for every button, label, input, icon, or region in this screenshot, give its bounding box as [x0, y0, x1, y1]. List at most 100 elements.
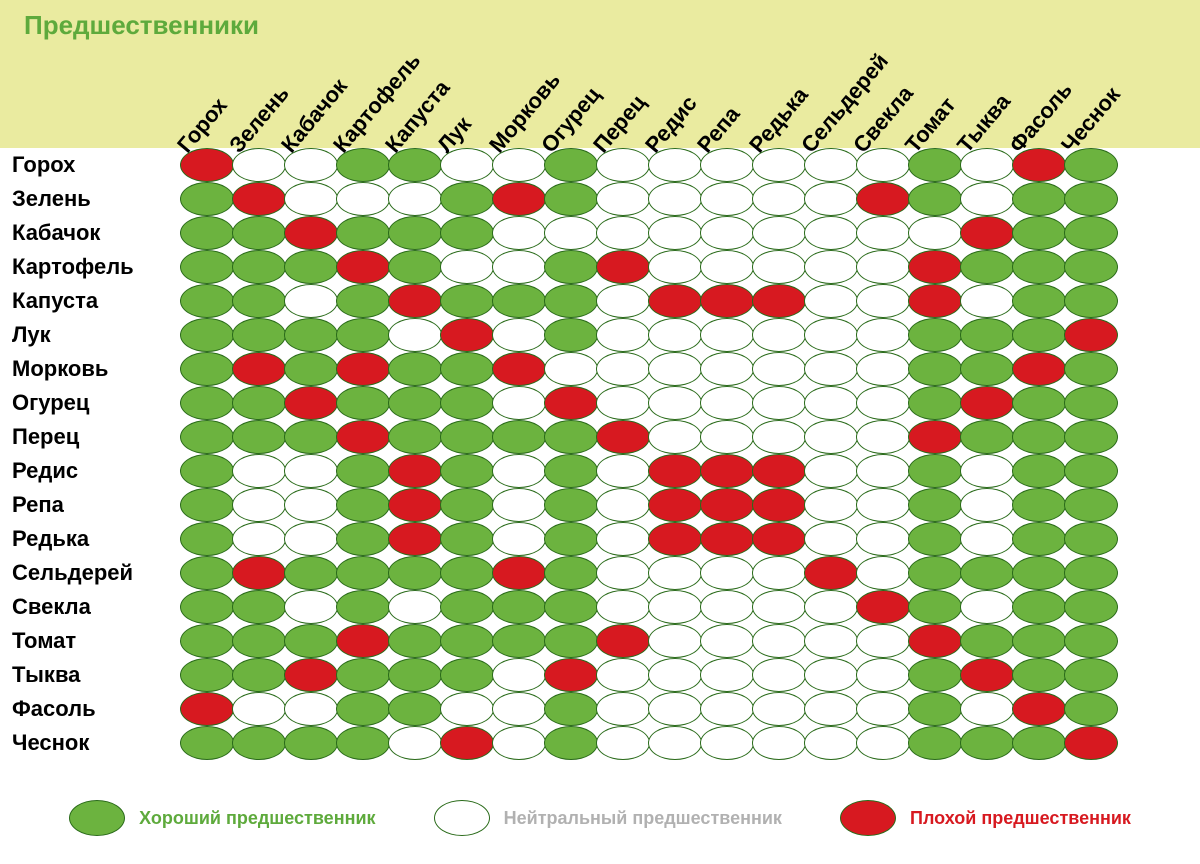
matrix-cell [804, 624, 858, 658]
matrix-cell [804, 454, 858, 488]
matrix-cell [492, 726, 546, 760]
matrix-cell [1064, 420, 1118, 454]
matrix-cell [284, 590, 338, 624]
matrix-cell [908, 386, 962, 420]
matrix-cell [232, 726, 286, 760]
legend-swatch-good [69, 800, 125, 836]
matrix-cell [1012, 182, 1066, 216]
matrix-cell [336, 488, 390, 522]
matrix-cell [180, 726, 234, 760]
matrix-cell [1064, 454, 1118, 488]
matrix-cell [492, 386, 546, 420]
matrix-cell [440, 692, 494, 726]
matrix-cell [180, 386, 234, 420]
matrix-cell [596, 726, 650, 760]
matrix-cell [180, 352, 234, 386]
matrix-cell [804, 284, 858, 318]
matrix-cell [440, 284, 494, 318]
matrix-cell [596, 658, 650, 692]
matrix-cell [492, 488, 546, 522]
matrix-cell [232, 420, 286, 454]
row-label: Репа [12, 492, 64, 518]
matrix-cell [960, 454, 1014, 488]
matrix-cell [856, 148, 910, 182]
matrix-cell [232, 624, 286, 658]
matrix-cell [960, 488, 1014, 522]
matrix-cell [752, 284, 806, 318]
matrix-cell [804, 590, 858, 624]
matrix-cell [180, 556, 234, 590]
matrix-cell [856, 284, 910, 318]
matrix-cell [752, 250, 806, 284]
legend-swatch-bad [840, 800, 896, 836]
matrix-cell [856, 658, 910, 692]
matrix-cell [700, 726, 754, 760]
matrix-cell [388, 318, 442, 352]
matrix-cell [752, 488, 806, 522]
matrix-cell [388, 454, 442, 488]
matrix-cell [284, 522, 338, 556]
row-label: Тыква [12, 662, 80, 688]
matrix-cell [492, 590, 546, 624]
matrix-cell [544, 386, 598, 420]
matrix-cell [544, 352, 598, 386]
matrix-cell [1012, 658, 1066, 692]
legend-label-neutral: Нейтральный предшественник [504, 808, 782, 829]
matrix-cell [440, 488, 494, 522]
matrix-cell [700, 624, 754, 658]
matrix-cell [700, 488, 754, 522]
matrix-cell [804, 488, 858, 522]
matrix-cell [440, 216, 494, 250]
matrix-cell [492, 148, 546, 182]
matrix-cell [648, 590, 702, 624]
matrix-cell [336, 216, 390, 250]
matrix-cell [440, 250, 494, 284]
matrix-cell [492, 556, 546, 590]
matrix-cell [440, 726, 494, 760]
matrix-cell [700, 352, 754, 386]
matrix-cell [1012, 556, 1066, 590]
matrix-cell [960, 590, 1014, 624]
matrix-cell [856, 386, 910, 420]
matrix-cell [648, 726, 702, 760]
matrix-cell [544, 318, 598, 352]
matrix-cell [752, 590, 806, 624]
matrix-cell [908, 556, 962, 590]
matrix-cell [1012, 352, 1066, 386]
matrix-cell [440, 454, 494, 488]
matrix-cell [284, 216, 338, 250]
matrix-cell [336, 726, 390, 760]
matrix-cell [232, 250, 286, 284]
matrix-cell [908, 488, 962, 522]
matrix-cell [752, 624, 806, 658]
matrix-cell [336, 590, 390, 624]
matrix-cell [700, 420, 754, 454]
matrix-cell [544, 522, 598, 556]
matrix-cell [232, 386, 286, 420]
matrix-cell [700, 658, 754, 692]
row-label: Редька [12, 526, 89, 552]
matrix-cell [804, 216, 858, 250]
matrix-cell [700, 318, 754, 352]
row-label: Редис [12, 458, 78, 484]
legend-label-good: Хороший предшественник [139, 808, 375, 829]
matrix-cell [960, 386, 1014, 420]
matrix-cell [752, 454, 806, 488]
legend-bad: Плохой предшественник [840, 800, 1131, 836]
matrix-cell [700, 692, 754, 726]
matrix-cell [336, 182, 390, 216]
row-label: Морковь [12, 356, 108, 382]
matrix-cell [648, 386, 702, 420]
matrix-cell [804, 726, 858, 760]
matrix-cell [596, 420, 650, 454]
matrix-cell [856, 556, 910, 590]
matrix-cell [1012, 624, 1066, 658]
matrix-cell [1064, 488, 1118, 522]
matrix-cell [960, 182, 1014, 216]
matrix-cell [1064, 352, 1118, 386]
row-label: Фасоль [12, 696, 96, 722]
row-label: Зелень [12, 186, 91, 212]
matrix-cell [388, 590, 442, 624]
legend-good: Хороший предшественник [69, 800, 375, 836]
matrix-cell [232, 658, 286, 692]
